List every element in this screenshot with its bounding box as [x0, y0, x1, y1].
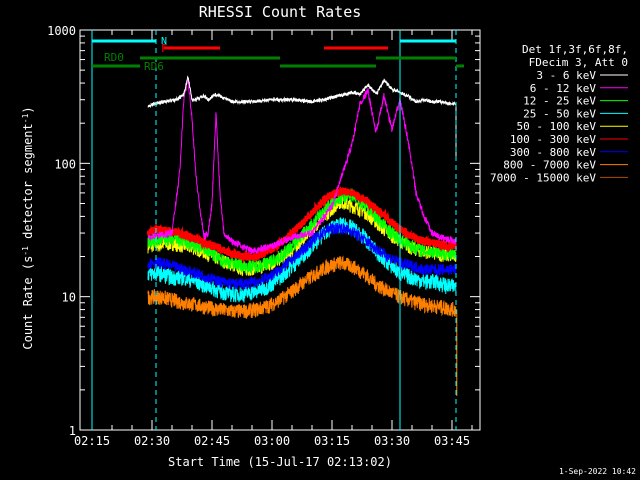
legend-label: 100 - 300 keV [510, 133, 596, 146]
plot-area: 1 10 100 1000 02:15 02:30 02:45 03:00 03:15 03:30… [47, 24, 481, 448]
y-axis-label-end: ) [21, 106, 35, 113]
series-line-100-300keV [146, 186, 458, 264]
x-tick-label-0345: 03:45 [434, 434, 470, 448]
legend-header-line-2: FDecim 3, Att 0 [529, 56, 628, 69]
flare-label-f: F [161, 42, 168, 55]
x-tick-label-0300: 03:00 [254, 434, 290, 448]
y-tick-label-1000: 1000 [47, 24, 76, 38]
y-tick-label-1: 1 [69, 424, 76, 438]
x-tick-label-0315: 03:15 [314, 434, 350, 448]
y-tick-label-100: 100 [54, 157, 76, 171]
plot-frame [79, 29, 481, 431]
legend-label: 25 - 50 keV [523, 107, 596, 120]
attenuator-label-n: N [161, 36, 167, 47]
legend-header-line-1: Det 1f,3f,6f,8f, [522, 43, 628, 56]
chart-title: RHESSI Count Rates [199, 3, 362, 21]
legend-label: 6 - 12 keV [530, 82, 597, 95]
x-tick-label-0215: 02:15 [74, 434, 110, 448]
footer-timestamp: 1-Sep-2022 10:42 [559, 467, 636, 476]
legend-label: 7000 - 15000 keV [490, 171, 596, 184]
y-axis-label-sup2: -1 [21, 113, 30, 123]
legend: Det 1f,3f,6f,8f, FDecim 3, Att 0 3 - 6 k… [490, 43, 628, 184]
y-tick-label-10: 10 [62, 291, 76, 305]
decimation-label-rd6: RD6 [144, 60, 164, 73]
series-line-6-12keV [147, 76, 457, 255]
x-tick-label-0330: 03:30 [374, 434, 410, 448]
legend-label: 800 - 7000 keV [503, 159, 596, 172]
series-line-3-6keV [147, 75, 457, 109]
x-tick-label-0230: 02:30 [134, 434, 170, 448]
series-line-800-7000keV [147, 255, 457, 319]
decimation-label-rd0: RD0 [104, 51, 124, 64]
y-axis-label-sup1: -1 [21, 246, 30, 256]
legend-label: 12 - 25 keV [523, 95, 596, 108]
series-line-25-50keV [147, 217, 457, 303]
legend-label: 300 - 800 keV [510, 146, 596, 159]
y-axis-label-main: Count Rate (s [21, 256, 35, 350]
series-line-12-25keV [147, 188, 457, 275]
legend-label: 3 - 6 keV [536, 69, 596, 82]
y-axis-label-mid: detector segment [21, 123, 35, 246]
series-group [91, 30, 458, 430]
x-tick-label-0245: 02:45 [194, 434, 230, 448]
x-axis-label: Start Time (15-Jul-17 02:13:02) [168, 455, 392, 469]
legend-label: 50 - 100 keV [517, 120, 597, 133]
series-line-300-800keV [147, 222, 457, 290]
y-axis-label: Count Rate (s-1 detector segment-1) [21, 106, 36, 349]
